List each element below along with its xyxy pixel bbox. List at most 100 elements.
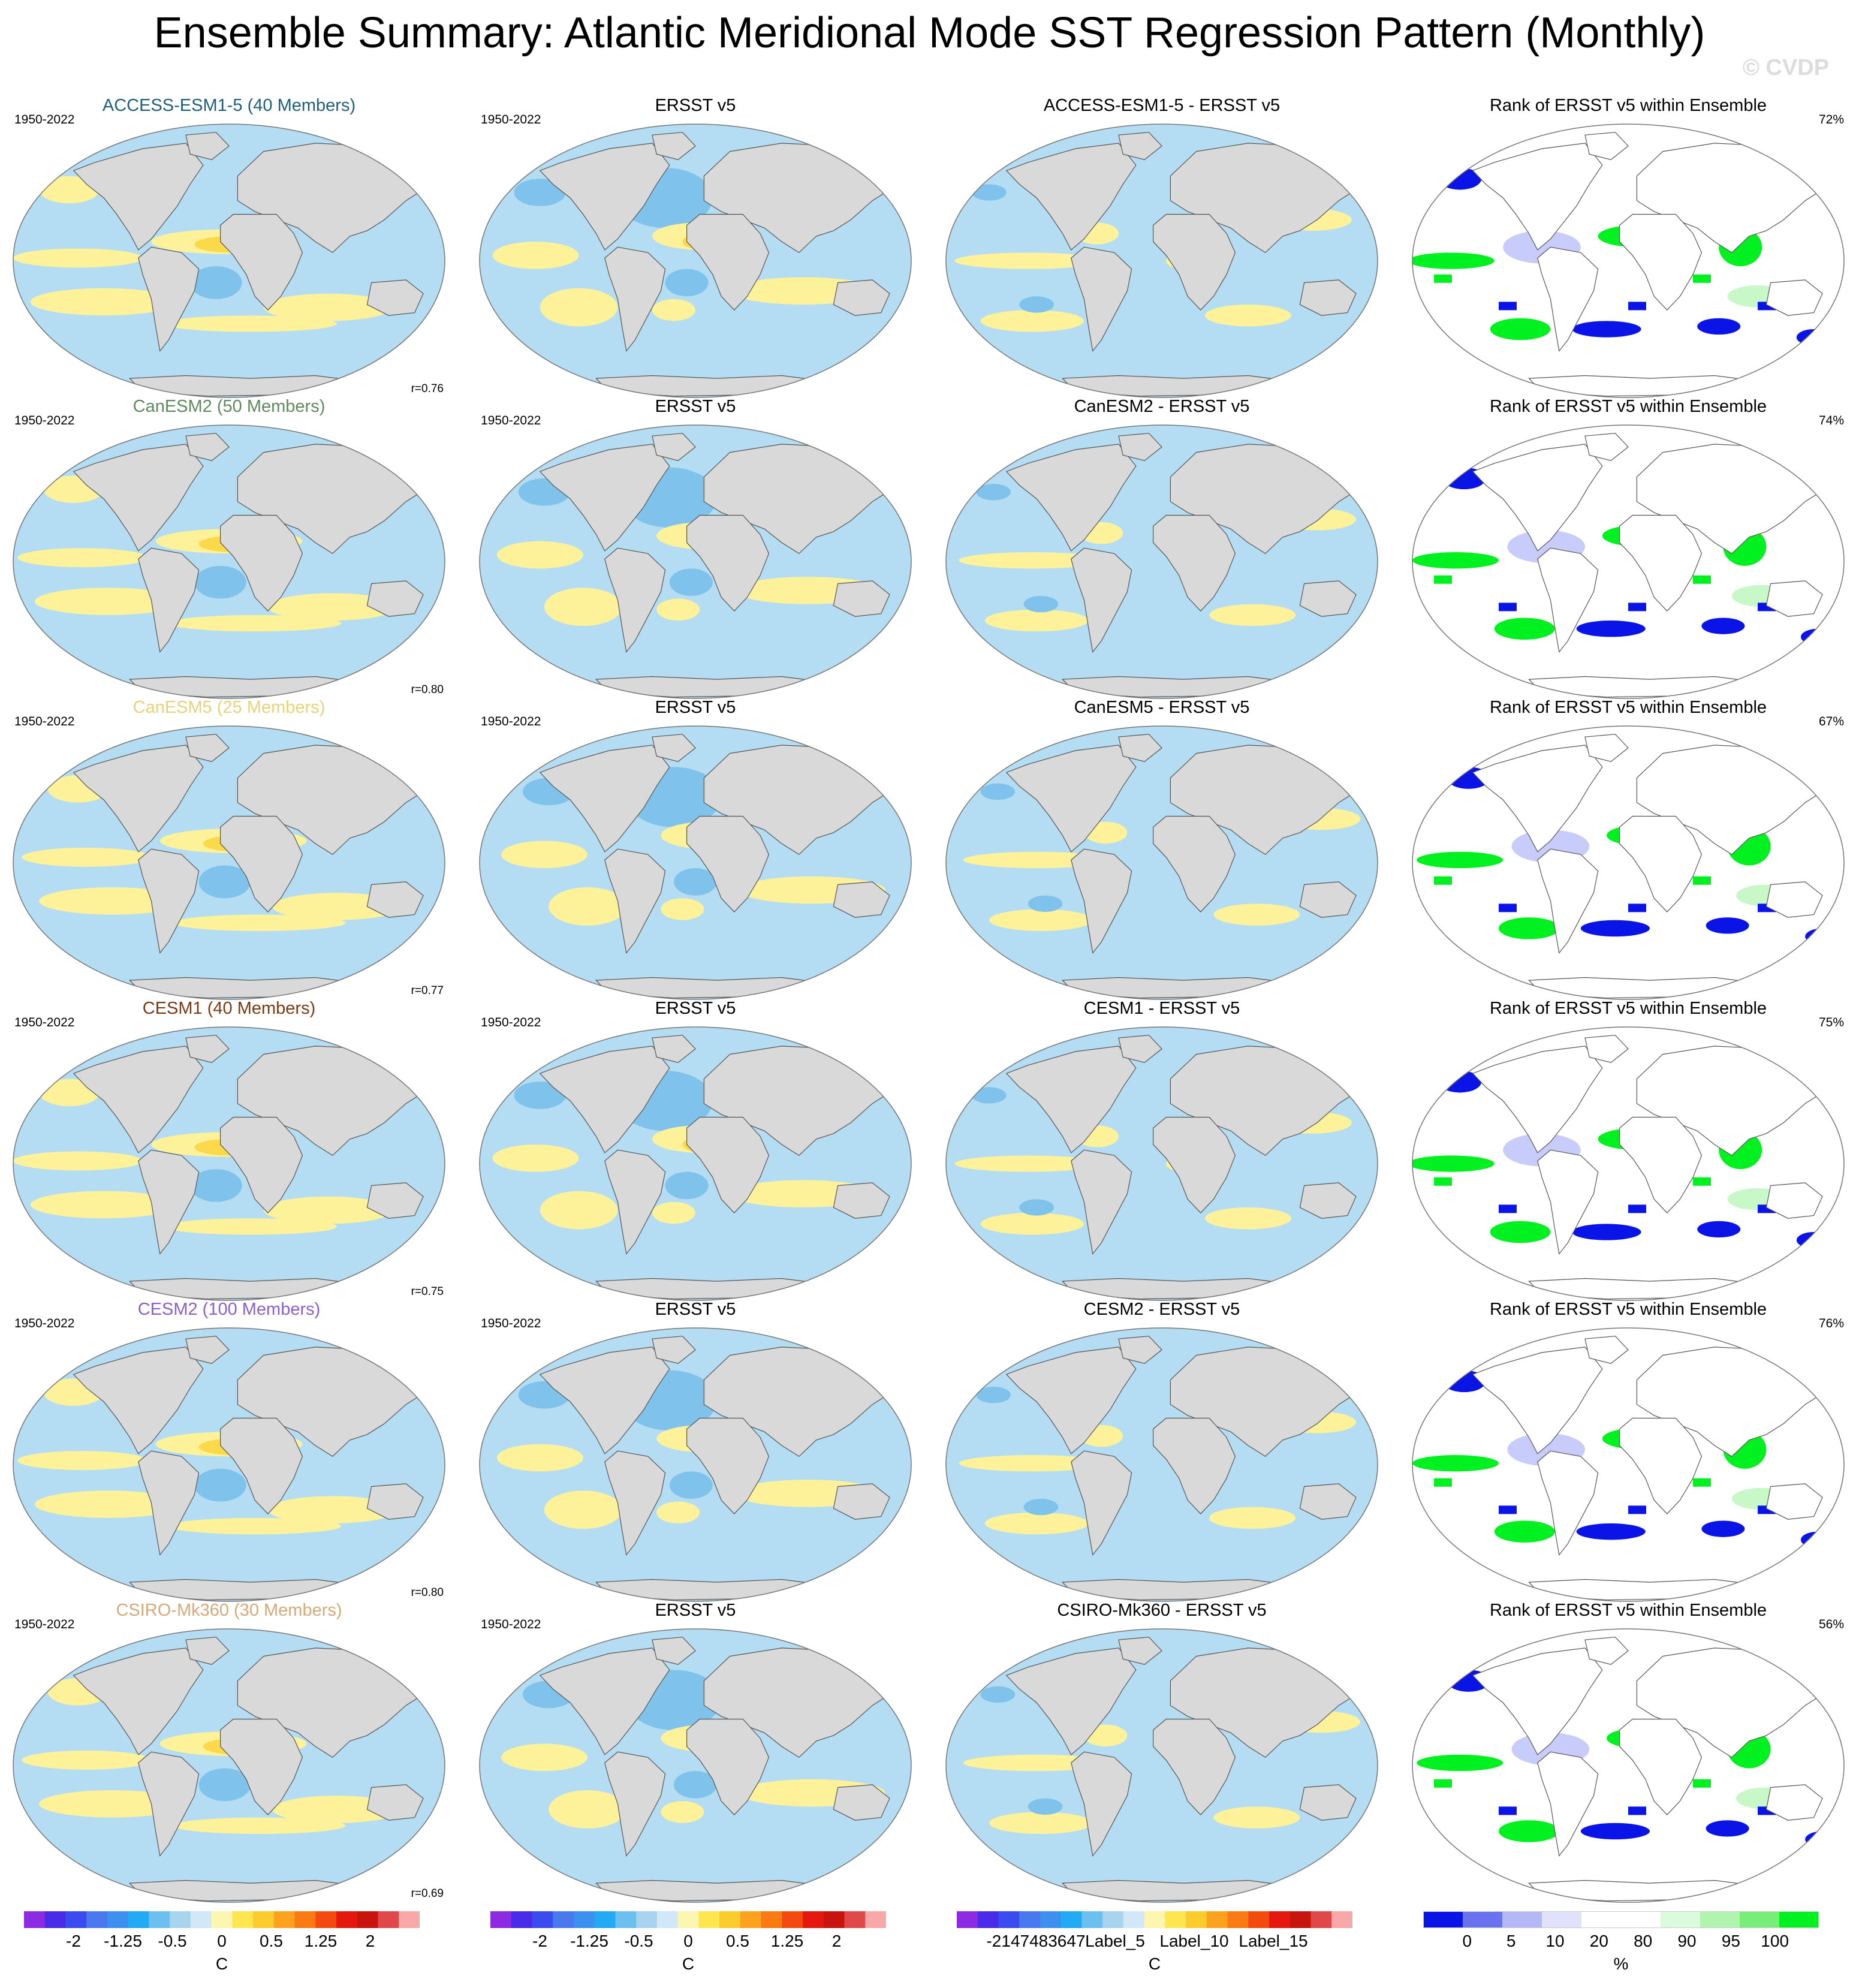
colorbar-swatch xyxy=(761,1911,782,1928)
rank-anomaly-patch xyxy=(1580,920,1650,937)
obs-anomaly-patch xyxy=(674,1771,717,1799)
colorbar-swatch xyxy=(1186,1911,1207,1928)
continent-outline xyxy=(604,1751,666,1857)
period-label: 1950-2022 xyxy=(14,715,75,728)
colorbar-swatch xyxy=(719,1911,741,1928)
colorbar-swatch xyxy=(782,1911,803,1928)
continent-outline xyxy=(1153,213,1236,311)
continent-outline xyxy=(1619,815,1703,912)
colorbar-swatch xyxy=(1081,1911,1103,1928)
rank-anomaly-patch xyxy=(1412,552,1499,569)
rank-anomaly-patch xyxy=(1580,1823,1650,1840)
model-anomaly-patch xyxy=(190,1169,242,1202)
rank-anomaly-patch xyxy=(1499,917,1559,939)
model-anomaly-patch xyxy=(164,1218,337,1235)
obs-map xyxy=(479,1026,912,1301)
rank-colorbar-tick-label: 5 xyxy=(1506,1932,1516,1950)
colorbar-swatch xyxy=(1310,1911,1332,1928)
continent-outline xyxy=(1528,1579,1758,1601)
diff-map xyxy=(945,1327,1378,1602)
rank-percent-label: 76% xyxy=(1818,1317,1844,1330)
period-label: 1950-2022 xyxy=(14,1317,75,1330)
diff-colorbar: -2147483647 Label_5 Label_10 Label_15 C xyxy=(957,1911,1352,1983)
colorbar-swatch xyxy=(615,1911,637,1928)
continent-outline xyxy=(686,815,770,912)
colorbar-swatch xyxy=(573,1911,595,1928)
obs-colorbar-tick-label: 1.25 xyxy=(770,1932,804,1950)
pattern-correlation-label: r=0.77 xyxy=(411,984,444,997)
model-anomaly-patch xyxy=(173,1817,346,1834)
model-anomaly-patch xyxy=(190,266,242,299)
obs-anomaly-patch xyxy=(549,887,626,926)
colorbar-swatch xyxy=(1700,1911,1740,1928)
diff-panel: CESM1 - ERSST v5 xyxy=(940,999,1384,1301)
map-border xyxy=(13,124,445,398)
continent-outline xyxy=(220,815,303,912)
model-anomaly-patch xyxy=(263,1196,393,1224)
colorbar-swatch xyxy=(594,1911,616,1928)
obs-panel: ERSST v5 1950-2022 xyxy=(474,1601,917,1903)
continent-outline xyxy=(1118,132,1162,160)
continent-outline xyxy=(1619,1116,1703,1213)
continent-outline xyxy=(1118,1336,1162,1364)
model-anomaly-patch xyxy=(30,1191,177,1219)
obs-anomaly-patch xyxy=(656,1501,700,1524)
rank-percent-label: 72% xyxy=(1818,113,1844,126)
colorbar-swatch xyxy=(86,1911,108,1928)
continent-outline xyxy=(686,1417,770,1514)
obs-anomaly-patch xyxy=(544,1490,622,1529)
continent-outline xyxy=(595,977,825,999)
rank-panel-title: Rank of ERSST v5 within Ensemble xyxy=(1489,1300,1767,1319)
continent-outline xyxy=(366,580,424,617)
period-label: 1950-2022 xyxy=(14,1617,75,1631)
rank-cell xyxy=(1499,1505,1517,1514)
model-map xyxy=(13,1327,445,1602)
diff-anomaly-patch xyxy=(980,783,1016,800)
continent-outline xyxy=(652,433,696,461)
model-anomaly-patch xyxy=(30,288,177,316)
diff-anomaly-patch xyxy=(976,1387,1011,1403)
continent-outline xyxy=(220,213,303,311)
continent-outline xyxy=(686,1116,770,1213)
colorbar-swatch xyxy=(740,1911,762,1928)
continent-outline xyxy=(1062,676,1292,698)
map-border xyxy=(479,725,912,1000)
rank-map xyxy=(1412,424,1845,699)
obs-map xyxy=(479,1628,912,1903)
rank-anomaly-patch xyxy=(1576,1523,1646,1540)
map-border xyxy=(479,1026,912,1301)
model-panel-title: CESM2 (100 Members) xyxy=(137,1300,321,1319)
obs-map xyxy=(479,1327,912,1602)
model-map xyxy=(13,124,445,398)
continent-outline xyxy=(1528,1879,1758,1902)
continent-outline xyxy=(1537,1450,1599,1556)
colorbar-swatch xyxy=(1542,1911,1582,1928)
map-border xyxy=(945,1628,1378,1903)
colorbar-swatch xyxy=(803,1911,824,1928)
continent-outline xyxy=(1584,1035,1629,1063)
colorbar-swatch xyxy=(1102,1911,1124,1928)
rank-cell xyxy=(1693,1478,1711,1487)
colorbar-swatch xyxy=(24,1911,46,1928)
rank-percent-label: 74% xyxy=(1818,414,1844,427)
model-anomaly-patch xyxy=(39,1079,100,1107)
obs-panel-title: ERSST v5 xyxy=(655,1601,736,1620)
colorbar-swatch xyxy=(128,1911,149,1928)
diff-anomaly-patch xyxy=(989,909,1093,931)
continent-outline xyxy=(138,1751,200,1857)
continent-outline xyxy=(220,1417,303,1514)
map-border xyxy=(945,1327,1378,1602)
continent-outline xyxy=(1062,375,1292,397)
map-border xyxy=(1412,1327,1845,1602)
continent-outline xyxy=(686,1718,770,1815)
map-border xyxy=(1412,1026,1845,1301)
obs-anomaly-patch xyxy=(674,868,717,896)
continent-outline xyxy=(1619,213,1703,311)
colorbar-swatch xyxy=(44,1911,66,1928)
continent-outline xyxy=(833,881,890,918)
obs-anomaly-patch xyxy=(496,1444,583,1472)
colorbar-swatch xyxy=(1331,1911,1352,1928)
obs-panel-title: ERSST v5 xyxy=(655,397,736,416)
colorbar-swatch xyxy=(149,1911,170,1928)
model-colorbar-swatches xyxy=(24,1911,420,1928)
